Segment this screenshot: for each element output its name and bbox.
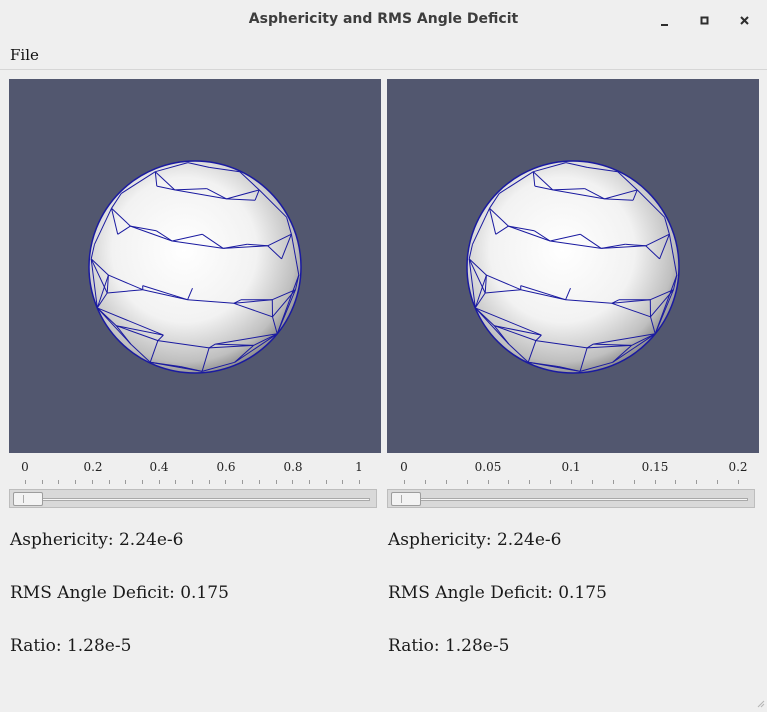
right-asphericity-label: Asphericity: 2.24e-6 (388, 530, 561, 550)
tick-mark (592, 480, 593, 484)
tick-label: 0.8 (283, 460, 302, 474)
tick-label: 1 (355, 460, 363, 474)
minimize-icon[interactable] (655, 12, 675, 30)
tick-mark (192, 480, 193, 484)
tick-mark (488, 480, 489, 484)
tick-mark (142, 480, 143, 484)
tick-mark (92, 480, 93, 484)
left-rms-label: RMS Angle Deficit: 0.175 (10, 583, 229, 603)
right-3d-viewport[interactable] (387, 79, 759, 453)
tick-mark (675, 480, 676, 484)
tick-mark (58, 480, 59, 484)
tick-mark (467, 480, 468, 484)
title-bar: Asphericity and RMS Angle Deficit (0, 0, 767, 42)
tick-label: 0 (400, 460, 408, 474)
tick-mark (738, 480, 739, 484)
left-slider[interactable] (9, 489, 377, 508)
tick-mark (717, 480, 718, 484)
tick-mark (75, 480, 76, 484)
tick-mark (225, 480, 226, 484)
menu-bar: File (0, 42, 767, 70)
slider-groove (394, 498, 748, 501)
tick-mark (292, 480, 293, 484)
tick-mark (425, 480, 426, 484)
tick-mark (508, 480, 509, 484)
tick-mark (696, 480, 697, 484)
sphere-surface (89, 161, 301, 373)
tick-mark (529, 480, 530, 484)
tick-mark (159, 480, 160, 484)
tick-mark (125, 480, 126, 484)
slider-handle[interactable] (13, 492, 43, 506)
tick-mark (404, 480, 405, 484)
tick-mark (276, 480, 277, 484)
left-sphere-render (9, 79, 381, 453)
tick-mark (259, 480, 260, 484)
slider-groove (16, 498, 370, 501)
tick-label: 0.15 (642, 460, 669, 474)
tick-mark (613, 480, 614, 484)
tick-mark (242, 480, 243, 484)
tick-mark (309, 480, 310, 484)
tick-mark (342, 480, 343, 484)
right-ratio-label: Ratio: 1.28e-5 (388, 636, 509, 656)
tick-label: 0.2 (83, 460, 102, 474)
tick-mark (655, 480, 656, 484)
right-slider[interactable] (387, 489, 755, 508)
tick-mark (326, 480, 327, 484)
tick-label: 0 (21, 460, 29, 474)
tick-mark (209, 480, 210, 484)
left-ratio-label: Ratio: 1.28e-5 (10, 636, 131, 656)
menu-file[interactable]: File (10, 46, 39, 64)
tick-label: 0.4 (149, 460, 168, 474)
left-asphericity-label: Asphericity: 2.24e-6 (10, 530, 183, 550)
left-3d-viewport[interactable] (9, 79, 381, 453)
close-icon[interactable] (735, 12, 755, 30)
window-title: Asphericity and RMS Angle Deficit (0, 11, 767, 27)
resize-grip-icon[interactable] (755, 693, 765, 703)
slider-handle[interactable] (391, 492, 421, 506)
tick-mark (550, 480, 551, 484)
tick-mark (42, 480, 43, 484)
tick-mark (359, 480, 360, 484)
tick-mark (25, 480, 26, 484)
tick-label: 0.1 (561, 460, 580, 474)
tick-label: 0.05 (475, 460, 502, 474)
tick-mark (571, 480, 572, 484)
tick-label: 0.6 (216, 460, 235, 474)
right-rms-label: RMS Angle Deficit: 0.175 (388, 583, 607, 603)
sphere-surface (467, 161, 679, 373)
tick-mark (175, 480, 176, 484)
tick-mark (109, 480, 110, 484)
tick-mark (446, 480, 447, 484)
left-slider-scale: 0 0.2 0.4 0.6 0.8 1 (9, 456, 381, 486)
right-sphere-render (387, 79, 759, 453)
maximize-icon[interactable] (695, 12, 715, 30)
tick-mark (634, 480, 635, 484)
tick-label: 0.2 (728, 460, 747, 474)
right-slider-scale: 0 0.05 0.1 0.15 0.2 (387, 456, 759, 486)
